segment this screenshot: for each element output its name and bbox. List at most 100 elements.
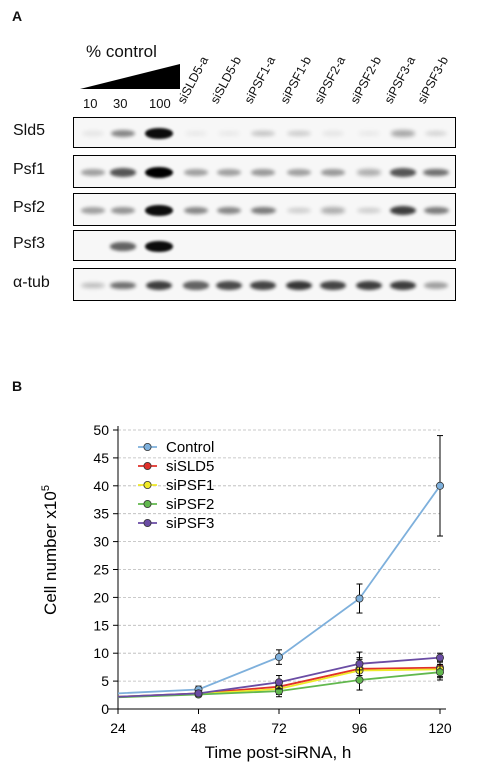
blot-label: Psf3: [13, 234, 46, 252]
legend-entry: siPSF3: [138, 515, 214, 532]
legend-marker: [143, 499, 152, 508]
legend-label: Control: [166, 439, 214, 456]
legend-marker: [143, 442, 152, 451]
protein-band: [287, 207, 311, 214]
protein-band: [183, 206, 209, 215]
protein-band: [389, 280, 417, 291]
blot-strip: [73, 155, 456, 188]
data-point: [435, 481, 444, 490]
x-tick-label: 72: [271, 720, 287, 736]
protein-band: [145, 167, 173, 178]
data-point: [355, 659, 364, 668]
y-tick-label: 25: [93, 562, 109, 578]
protein-band: [80, 169, 106, 176]
protein-band: [423, 168, 449, 177]
protein-band: [110, 207, 136, 214]
chart-series: [117, 435, 444, 699]
data-point: [435, 668, 444, 677]
protein-band: [145, 128, 173, 139]
legend-marker: [143, 461, 152, 470]
blot-label: Sld5: [13, 121, 46, 139]
protein-band: [81, 282, 105, 289]
legend-marker: [143, 519, 152, 528]
concentration-label: 100: [149, 96, 171, 111]
data-point: [194, 689, 203, 698]
series-sipsf3: [117, 651, 444, 698]
y-tick-label: 45: [93, 450, 109, 466]
protein-band: [217, 131, 241, 136]
legend-entry: siSLD5: [138, 458, 214, 475]
gradient-wedge-icon: [80, 64, 180, 89]
panel-b-letter: B: [12, 378, 23, 394]
protein-band: [145, 241, 173, 252]
blot-strip: [73, 193, 456, 226]
y-axis-label-text: Cell number x10: [41, 491, 60, 615]
data-point: [274, 678, 283, 687]
blot-label: Psf2: [13, 198, 46, 216]
protein-band: [321, 131, 345, 136]
data-point: [274, 653, 283, 662]
blot-label: Psf1: [13, 160, 46, 178]
protein-band: [216, 206, 242, 215]
x-tick-label: 24: [110, 720, 126, 736]
y-tick-label: 40: [93, 478, 109, 494]
y-tick-label: 50: [93, 422, 109, 438]
blot-label: α-tub: [13, 273, 50, 291]
protein-band: [423, 206, 449, 215]
chart-axes: 0 5 10 15 20 25 30 35 40 45 50 24 48 72 96 120: [93, 422, 451, 736]
protein-band: [286, 169, 312, 176]
concentration-label: 10: [83, 96, 98, 111]
protein-band: [249, 280, 277, 290]
panel-a-letter: A: [12, 8, 23, 24]
protein-band: [216, 169, 242, 176]
y-axis-label: Cell number x105: [40, 485, 60, 615]
legend-label: siPSF3: [166, 515, 214, 532]
protein-band: [183, 169, 209, 176]
x-tick-label: 120: [428, 720, 452, 736]
legend-entry: Control: [138, 439, 214, 456]
protein-band: [250, 206, 276, 215]
protein-band: [423, 282, 449, 289]
data-point: [435, 653, 444, 662]
protein-band: [81, 131, 105, 136]
y-tick-label: 15: [93, 617, 109, 633]
blot-strip: [73, 230, 456, 261]
protein-band: [145, 205, 173, 216]
y-tick-label: 5: [101, 673, 109, 689]
protein-band: [355, 280, 383, 291]
y-tick-label: 0: [101, 701, 109, 717]
protein-band: [389, 205, 417, 216]
protein-band: [390, 168, 416, 177]
protein-band: [110, 168, 136, 177]
concentration-label: 30: [113, 96, 128, 111]
protein-band: [321, 207, 345, 214]
y-tick-label: 20: [93, 589, 109, 605]
y-axis-label-superscript: 5: [40, 485, 52, 491]
protein-band: [184, 131, 208, 136]
protein-band: [357, 131, 381, 136]
y-tick-label: 35: [93, 506, 109, 522]
protein-band: [424, 131, 448, 136]
protein-band: [183, 281, 209, 290]
protein-band: [285, 280, 313, 291]
legend-label: siSLD5: [166, 458, 214, 475]
protein-band: [145, 280, 173, 291]
x-tick-label: 48: [191, 720, 207, 736]
blot-strip: [73, 268, 456, 301]
protein-band: [319, 280, 347, 290]
control-label: % control: [86, 42, 157, 61]
protein-band: [250, 169, 276, 176]
blot-strip: [73, 117, 456, 148]
y-tick-label: 30: [93, 534, 109, 550]
data-point: [355, 675, 364, 684]
y-tick-label: 10: [93, 645, 109, 661]
protein-band: [320, 169, 346, 176]
protein-band: [110, 129, 136, 138]
legend-entry: siPSF2: [138, 496, 214, 513]
data-point: [355, 594, 364, 603]
protein-band: [110, 242, 136, 251]
x-axis-label: Time post-siRNA, h: [205, 743, 352, 762]
protein-band: [110, 281, 136, 290]
protein-band: [391, 130, 415, 137]
